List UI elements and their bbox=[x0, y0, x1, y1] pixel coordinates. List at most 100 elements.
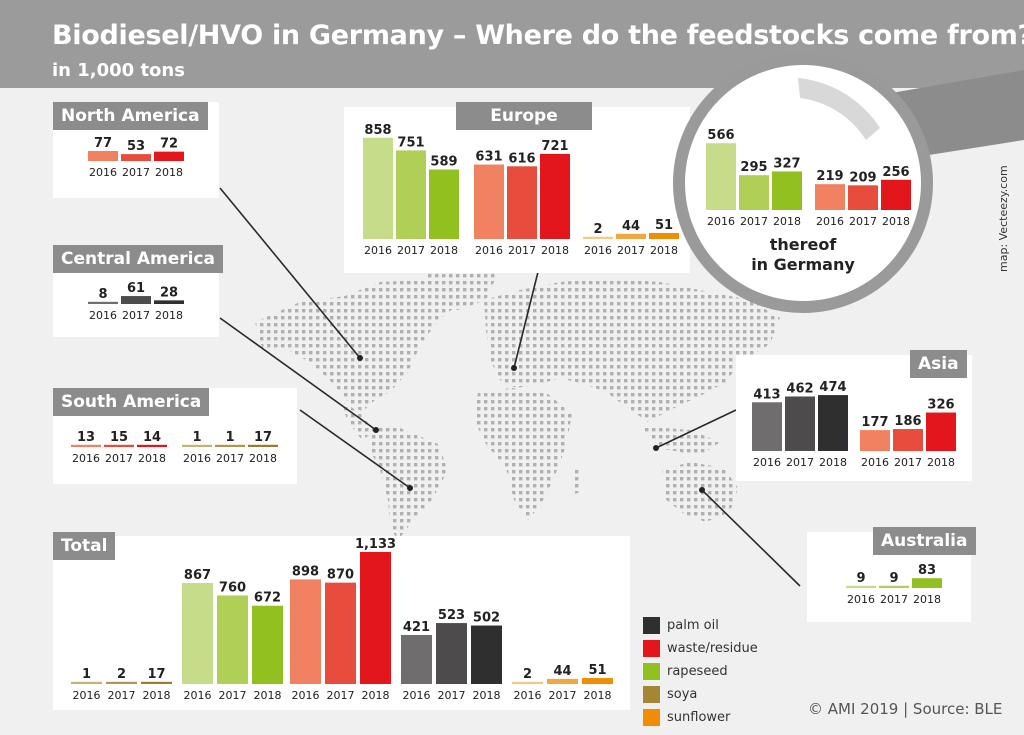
bar-value-label: 72 bbox=[160, 137, 178, 152]
year-tick-label: 2016 bbox=[514, 689, 542, 702]
title-europe: Europe bbox=[456, 102, 592, 130]
year-tick-label: 2016 bbox=[816, 215, 844, 228]
year-tick-label: 2017 bbox=[327, 689, 355, 702]
year-tick-label: 2017 bbox=[508, 244, 536, 257]
year-tick-label: 2017 bbox=[549, 689, 577, 702]
bar-total bbox=[512, 681, 543, 684]
bar-central-america bbox=[121, 296, 151, 304]
bar-total bbox=[471, 625, 502, 684]
bar-europe bbox=[616, 233, 646, 239]
year-tick-label: 2017 bbox=[122, 166, 150, 179]
bar-value-label: 421 bbox=[403, 620, 430, 635]
legend-item: sunflower bbox=[643, 706, 758, 729]
bar-value-label: 751 bbox=[397, 135, 424, 150]
bar-value-label: 867 bbox=[184, 568, 211, 583]
bar-value-label: 61 bbox=[127, 281, 145, 296]
bar-asia bbox=[860, 430, 890, 451]
bar-value-label: 474 bbox=[819, 380, 846, 395]
bar-total bbox=[217, 595, 248, 684]
year-tick-label: 2016 bbox=[847, 593, 875, 606]
bar-total bbox=[182, 582, 213, 684]
bar-value-label: 51 bbox=[655, 218, 673, 233]
year-tick-label: 2018 bbox=[773, 215, 801, 228]
bar-north-america bbox=[121, 154, 151, 161]
legend-label: soya bbox=[667, 687, 698, 702]
bar-value-label: 413 bbox=[753, 387, 780, 402]
bar-australia bbox=[912, 578, 942, 588]
bar-value-label: 53 bbox=[127, 139, 145, 154]
bar-south-america bbox=[248, 444, 278, 447]
bar-value-label: 2 bbox=[117, 667, 126, 682]
legend-label: waste/residue bbox=[667, 641, 758, 656]
year-tick-label: 2018 bbox=[650, 244, 678, 257]
connector-asia bbox=[655, 409, 737, 449]
legend-item: palm oil bbox=[643, 614, 758, 637]
bar-value-label: 15 bbox=[110, 430, 128, 445]
bar-total bbox=[582, 678, 613, 684]
legend-label: sunflower bbox=[667, 710, 731, 725]
magnifier-caption-line1: thereof bbox=[770, 235, 838, 254]
year-tick-label: 2017 bbox=[740, 215, 768, 228]
bar-value-label: 898 bbox=[292, 564, 319, 579]
year-tick-label: 2018 bbox=[362, 689, 390, 702]
bar-value-label: 17 bbox=[254, 430, 272, 445]
bar-south-america bbox=[137, 444, 167, 447]
year-tick-label: 2017 bbox=[880, 593, 908, 606]
bar-total bbox=[71, 681, 102, 684]
bar-value-label: 566 bbox=[707, 128, 734, 143]
bar-australia bbox=[846, 585, 876, 588]
year-tick-label: 2018 bbox=[819, 456, 847, 469]
bar-value-label: 326 bbox=[927, 398, 954, 413]
bar-value-label: 870 bbox=[327, 568, 354, 583]
bar-asia bbox=[818, 395, 848, 451]
year-tick-label: 2018 bbox=[913, 593, 941, 606]
bar-value-label: 1,133 bbox=[355, 537, 396, 552]
legend-label: palm oil bbox=[667, 618, 719, 633]
bar-value-label: 9 bbox=[889, 571, 898, 586]
bar-europe bbox=[540, 153, 570, 239]
connector-lines bbox=[219, 187, 801, 587]
bar-europe bbox=[649, 232, 679, 239]
bar-value-label: 462 bbox=[786, 381, 813, 396]
bar-value-label: 44 bbox=[553, 664, 571, 679]
bar-value-label: 44 bbox=[622, 219, 640, 234]
bar-value-label: 523 bbox=[438, 608, 465, 623]
bar-value-label: 858 bbox=[364, 123, 391, 138]
legend-label: rapeseed bbox=[667, 664, 728, 679]
bar-total bbox=[436, 623, 467, 684]
bar-central-america bbox=[154, 300, 184, 304]
year-tick-label: 2017 bbox=[122, 309, 150, 322]
legend-swatch bbox=[643, 686, 660, 703]
bar-total bbox=[290, 579, 321, 684]
connector-central-america bbox=[219, 317, 377, 431]
title-south-america: South America bbox=[53, 388, 210, 416]
title-asia: Asia bbox=[910, 350, 967, 378]
bar-value-label: 616 bbox=[508, 151, 535, 166]
bar-north-america bbox=[88, 150, 118, 161]
bar-total bbox=[325, 582, 356, 684]
legend-swatch bbox=[643, 663, 660, 680]
year-tick-label: 2017 bbox=[617, 244, 645, 257]
year-tick-label: 2018 bbox=[143, 689, 171, 702]
year-tick-label: 2016 bbox=[183, 452, 211, 465]
bar-value-label: 83 bbox=[918, 563, 936, 578]
bar-value-label: 721 bbox=[541, 139, 568, 154]
bar-value-label: 502 bbox=[473, 611, 500, 626]
year-tick-label: 2016 bbox=[89, 309, 117, 322]
year-tick-label: 2016 bbox=[184, 689, 212, 702]
magnifier-caption-line2: in Germany bbox=[751, 255, 855, 274]
year-tick-label: 2016 bbox=[475, 244, 503, 257]
year-tick-label: 2018 bbox=[249, 452, 277, 465]
bar-thereof-in-germany bbox=[848, 185, 878, 210]
bar-value-label: 14 bbox=[143, 430, 161, 445]
bar-value-label: 1 bbox=[225, 430, 234, 445]
bar-total bbox=[401, 634, 432, 684]
bar-europe bbox=[474, 164, 504, 239]
year-tick-label: 2017 bbox=[438, 689, 466, 702]
legend-item: rapeseed bbox=[643, 660, 758, 683]
bar-value-label: 177 bbox=[861, 415, 888, 430]
map-dots bbox=[255, 258, 780, 540]
bar-asia bbox=[752, 402, 782, 451]
bar-value-label: 256 bbox=[882, 165, 909, 180]
year-tick-label: 2018 bbox=[155, 166, 183, 179]
